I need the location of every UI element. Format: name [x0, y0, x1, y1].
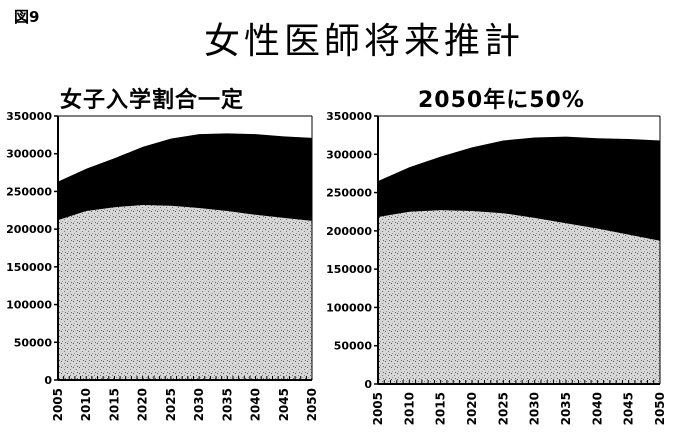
figure-label: 図9: [14, 8, 40, 26]
y-tick-label: 300000: [6, 148, 52, 161]
y-tick-label: 150000: [6, 261, 52, 274]
x-tick-label: 2030: [528, 392, 542, 425]
page-title: 女性医師将来推計: [203, 21, 524, 62]
y-tick-label: 0: [44, 374, 52, 387]
x-tick-label: 2045: [277, 388, 291, 421]
y-tick-label: 0: [364, 378, 372, 391]
x-tick-label: 2040: [590, 392, 604, 425]
x-tick-label: 2050: [305, 388, 319, 421]
y-tick-label: 100000: [326, 301, 372, 314]
x-tick-label: 2035: [559, 392, 573, 425]
x-tick-label: 2020: [465, 392, 479, 425]
y-tick-label: 200000: [326, 225, 372, 238]
x-tick-label: 2030: [192, 388, 206, 421]
x-tick-label: 2005: [51, 388, 65, 421]
y-tick-label: 250000: [6, 185, 52, 198]
x-tick-label: 2045: [622, 392, 636, 425]
area-series-2: [58, 133, 312, 221]
y-tick-label: 350000: [6, 110, 52, 123]
x-tick-label: 2010: [402, 392, 416, 425]
chart-left: 0 50000 100000 150000 200000 250000 300000 3500…: [6, 110, 319, 421]
y-tick-label: 200000: [6, 223, 52, 236]
x-tick-label: 2015: [107, 388, 121, 421]
x-tick-label: 2010: [79, 388, 93, 421]
x-tick-label: 2035: [220, 388, 234, 421]
area-series-1: [58, 205, 312, 380]
x-tick-label: 2050: [653, 392, 667, 425]
x-tick-label: 2015: [434, 392, 448, 425]
y-tick-label: 300000: [326, 148, 372, 161]
y-tick-label: 150000: [326, 263, 372, 276]
area-series-2: [378, 136, 660, 241]
y-tick-label: 250000: [326, 187, 372, 200]
x-tick-label: 2020: [136, 388, 150, 421]
chart-right: 0 50000 100000 150000 200000 250000 300000 3500…: [326, 110, 667, 425]
area-series-1: [378, 210, 660, 384]
x-tick-label: 2025: [496, 392, 510, 425]
y-tick-label: 100000: [6, 299, 52, 312]
chart-title-right: 2050年に50%: [418, 88, 585, 113]
chart-title-left: 女子入学割合一定: [60, 88, 245, 113]
x-tick-label: 2025: [164, 388, 178, 421]
y-tick-label: 50000: [14, 336, 53, 349]
y-tick-label: 350000: [326, 110, 372, 123]
y-tick-label: 50000: [334, 340, 373, 353]
x-tick-label: 2040: [249, 388, 263, 421]
x-tick-label: 2005: [371, 392, 385, 425]
